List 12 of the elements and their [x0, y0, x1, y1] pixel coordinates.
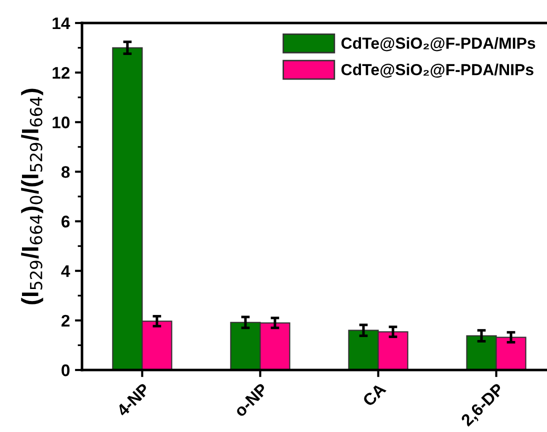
y-tick-label: 2: [62, 314, 70, 326]
text: (I$_{529}$/I$_{664}$)$_{0}$/(I$_{529}$/I$_{664}$): [21, 88, 44, 304]
y-tick-label: 14: [52, 18, 70, 30]
legend-label: CdTe@SiO₂@F-PDA/MIPs: [341, 37, 536, 52]
y-tick-label: 6: [62, 216, 70, 228]
x-tick-label: CA: [362, 382, 387, 407]
y-tick-label: 4: [61, 265, 70, 277]
y-tick-label: 12: [52, 66, 70, 79]
y-tick-label: 8: [61, 166, 70, 178]
legend-label: CdTe@SiO₂@F-PDA/NIPs: [341, 64, 534, 78]
y-tick-label: 0: [62, 364, 70, 376]
y-tick-label: 10: [52, 116, 70, 128]
